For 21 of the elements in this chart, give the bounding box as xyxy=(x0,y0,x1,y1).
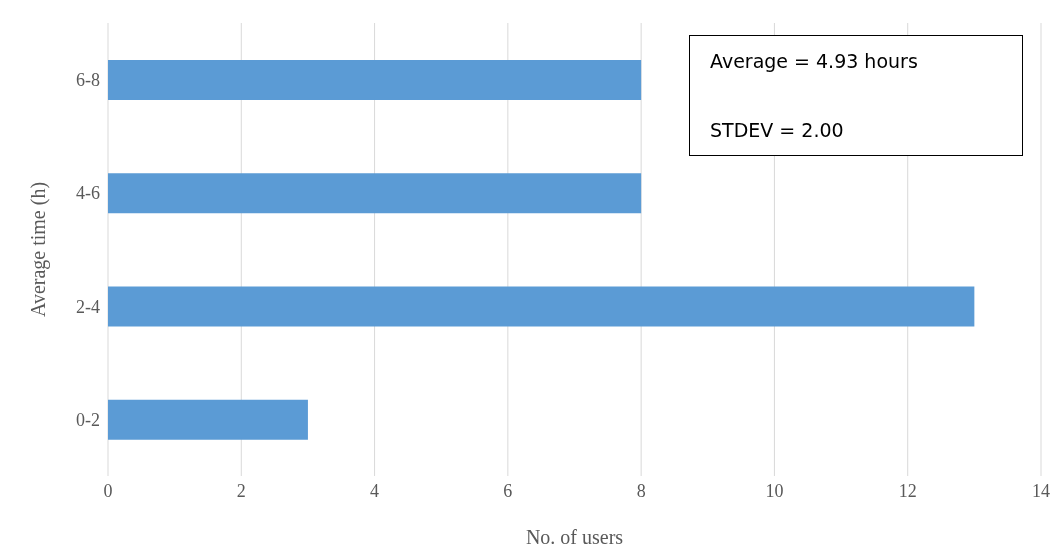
y-tick-label: 2-4 xyxy=(76,296,100,317)
text-box: Average = 4.93 hours STDEV = 2.00 xyxy=(689,35,1023,156)
bar xyxy=(108,60,642,100)
y-tick-label: 4-6 xyxy=(76,183,100,204)
x-tick-label: 4 xyxy=(370,480,380,501)
annotation: Average = 4.93 hours xyxy=(710,50,919,72)
bar xyxy=(108,286,975,327)
x-tick-label: 12 xyxy=(898,480,917,501)
x-tick-label: 8 xyxy=(636,480,646,501)
x-axis-title: No. of users xyxy=(525,526,624,548)
x-tick-label: 0 xyxy=(103,480,113,501)
x-tick-label: 6 xyxy=(503,480,513,501)
x-tick-label: 14 xyxy=(1032,480,1050,501)
y-axis-title: Average time (h) xyxy=(27,181,51,318)
bar xyxy=(108,399,308,440)
y-tick-label: 0-2 xyxy=(76,409,100,430)
y-tick-label: 6-8 xyxy=(76,70,100,91)
annotation: STDEV = 2.00 xyxy=(710,119,845,141)
x-tick-label: 2 xyxy=(236,480,246,501)
x-tick-label: 10 xyxy=(765,480,784,501)
bar xyxy=(108,173,642,214)
